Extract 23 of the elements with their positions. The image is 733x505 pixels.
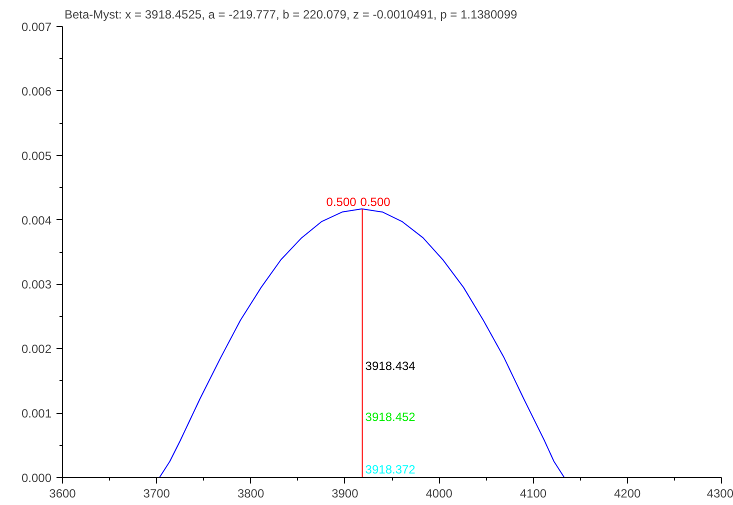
x-tick-label: 4200	[614, 486, 642, 500]
y-tick-label: 0.004	[21, 213, 52, 228]
y-tick-label: 0.003	[21, 278, 52, 292]
annotation: 0.500	[360, 194, 391, 209]
annotation: 0.500	[326, 194, 357, 209]
y-tick-label: 0.001	[21, 406, 52, 421]
chart-title: Beta-Myst: x = 3918.4525, a = -219.777, b = 220.079, z = -0.0010491, p = 1.1380099	[64, 8, 518, 22]
y-tick-label: 0.007	[21, 20, 52, 34]
x-tick-label: 3900	[332, 486, 359, 500]
x-tick-label: 4000	[426, 486, 453, 500]
y-tick-label: 0.006	[21, 84, 52, 98]
x-tick-label: 4300	[706, 486, 733, 500]
y-tick-label: 0.005	[21, 148, 52, 163]
y-tick-label: 0.002	[21, 342, 52, 356]
x-tick-label: 3600	[49, 486, 76, 500]
annotation: 3918.372	[365, 462, 416, 476]
annotation: 3918.434	[365, 359, 416, 374]
x-tick-label: 4100	[520, 486, 547, 500]
y-tick-label: 0.000	[21, 471, 52, 485]
x-tick-label: 3800	[237, 486, 264, 500]
annotation: 3918.452	[365, 410, 416, 424]
line-series	[158, 208, 565, 478]
x-tick-label: 3700	[143, 486, 170, 500]
